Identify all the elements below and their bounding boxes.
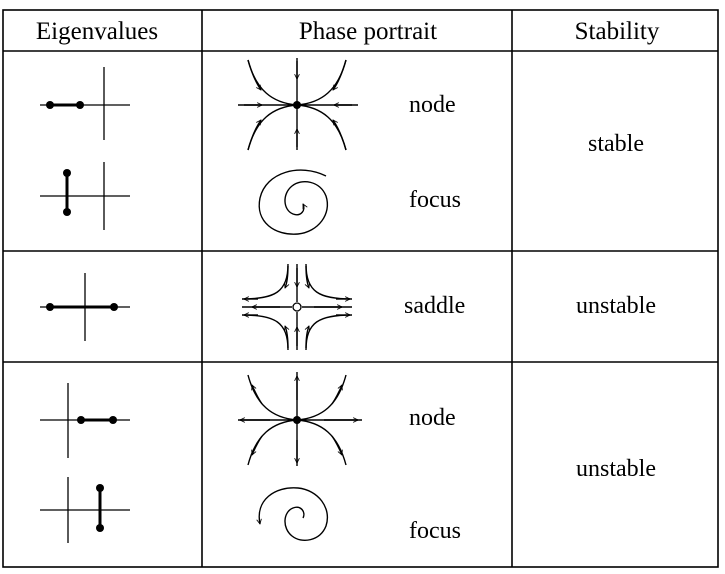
stable-focus-spiral-icon [258, 169, 329, 235]
eigen-opposite-sign-real-icon [40, 273, 130, 341]
eigen-complex-positive-real-part-icon [40, 477, 130, 543]
eigen-complex-negative-real-part-icon [40, 162, 130, 230]
eigen-two-negative-real-icon [40, 67, 130, 140]
type-label-node-unstable: node [409, 405, 456, 431]
type-label-saddle: saddle [404, 293, 465, 319]
stability-label-row3: unstable [576, 456, 656, 482]
eigen-two-positive-real-icon [40, 383, 130, 458]
header-phase-portrait: Phase portrait [299, 18, 437, 45]
stability-label-row2: unstable [576, 293, 656, 319]
header-stability: Stability [575, 18, 660, 45]
stability-label-row1: stable [588, 131, 644, 157]
unstable-focus-spiral-icon [259, 487, 329, 542]
type-label-focus-unstable: focus [409, 518, 461, 544]
table-grid [2, 9, 719, 568]
type-label-node-stable: node [409, 92, 456, 118]
saddle-icon [241, 263, 353, 351]
stable-node-icon [238, 58, 358, 151]
header-eigenvalues: Eigenvalues [36, 18, 158, 45]
unstable-node-icon [238, 372, 362, 466]
type-label-focus-stable: focus [409, 187, 461, 213]
